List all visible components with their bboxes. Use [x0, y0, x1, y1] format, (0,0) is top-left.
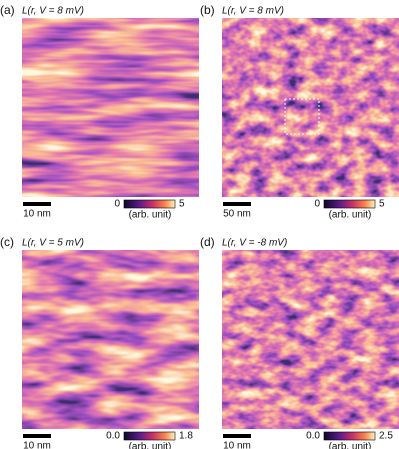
colorbar-unit: (arb. unit)	[329, 442, 372, 449]
colorbar-unit: (arb. unit)	[129, 210, 172, 221]
colorbar-min: 0	[314, 199, 320, 210]
panel: (b) L(r, V = 8 mV) 50 nm 0 5 (arb. unit)	[200, 3, 399, 221]
colorbar-min: 0	[114, 199, 120, 210]
panel-title: L(r, V = -8 mV)	[222, 238, 287, 249]
panel-title: L(r, V = 8 mV)	[222, 6, 284, 17]
colorbar-max: 2.5	[379, 431, 393, 442]
colorbar-min: 0.0	[306, 431, 320, 442]
colorbar	[123, 199, 176, 209]
colorbar-max: 1.8	[179, 431, 193, 442]
colorbar-unit: (arb. unit)	[329, 210, 372, 221]
scale-bar	[223, 434, 251, 438]
colorbar-max: 5	[379, 199, 385, 210]
scale-bar-label: 10 nm	[23, 441, 51, 449]
map-image	[22, 250, 199, 429]
colorbar-min: 0.0	[106, 431, 120, 442]
panel-title: L(r, V = 5 mV)	[22, 238, 84, 249]
zoom-box	[284, 98, 320, 135]
scale-bar	[23, 202, 51, 206]
colorbar	[323, 199, 376, 209]
scale-bar-label: 10 nm	[23, 209, 51, 220]
scale-bar-label: 50 nm	[223, 209, 251, 220]
panel: (a) L(r, V = 8 mV) 10 nm 0 5 (arb. unit)	[0, 3, 199, 221]
colorbar	[123, 431, 176, 441]
map-image	[22, 18, 199, 197]
map-image	[222, 18, 399, 197]
panel-label: (d)	[200, 235, 215, 249]
scale-bar	[23, 434, 51, 438]
scale-bar	[223, 202, 251, 206]
colorbar-unit: (arb. unit)	[129, 442, 172, 449]
panel-label: (c)	[0, 235, 14, 249]
scale-bar-label: 10 nm	[223, 441, 251, 449]
colorbar-max: 5	[179, 199, 185, 210]
panel-title: L(r, V = 8 mV)	[22, 6, 84, 17]
panel: (c) L(r, V = 5 mV) 10 nm 0.0 1.8 (arb. unit)	[0, 235, 199, 449]
colorbar	[323, 431, 376, 441]
panel-label: (a)	[0, 3, 15, 17]
panel-label: (b)	[200, 3, 215, 17]
map-image	[222, 250, 399, 429]
panel: (d) L(r, V = -8 mV) 10 nm 0.0 2.5 (arb. unit)	[200, 235, 399, 449]
